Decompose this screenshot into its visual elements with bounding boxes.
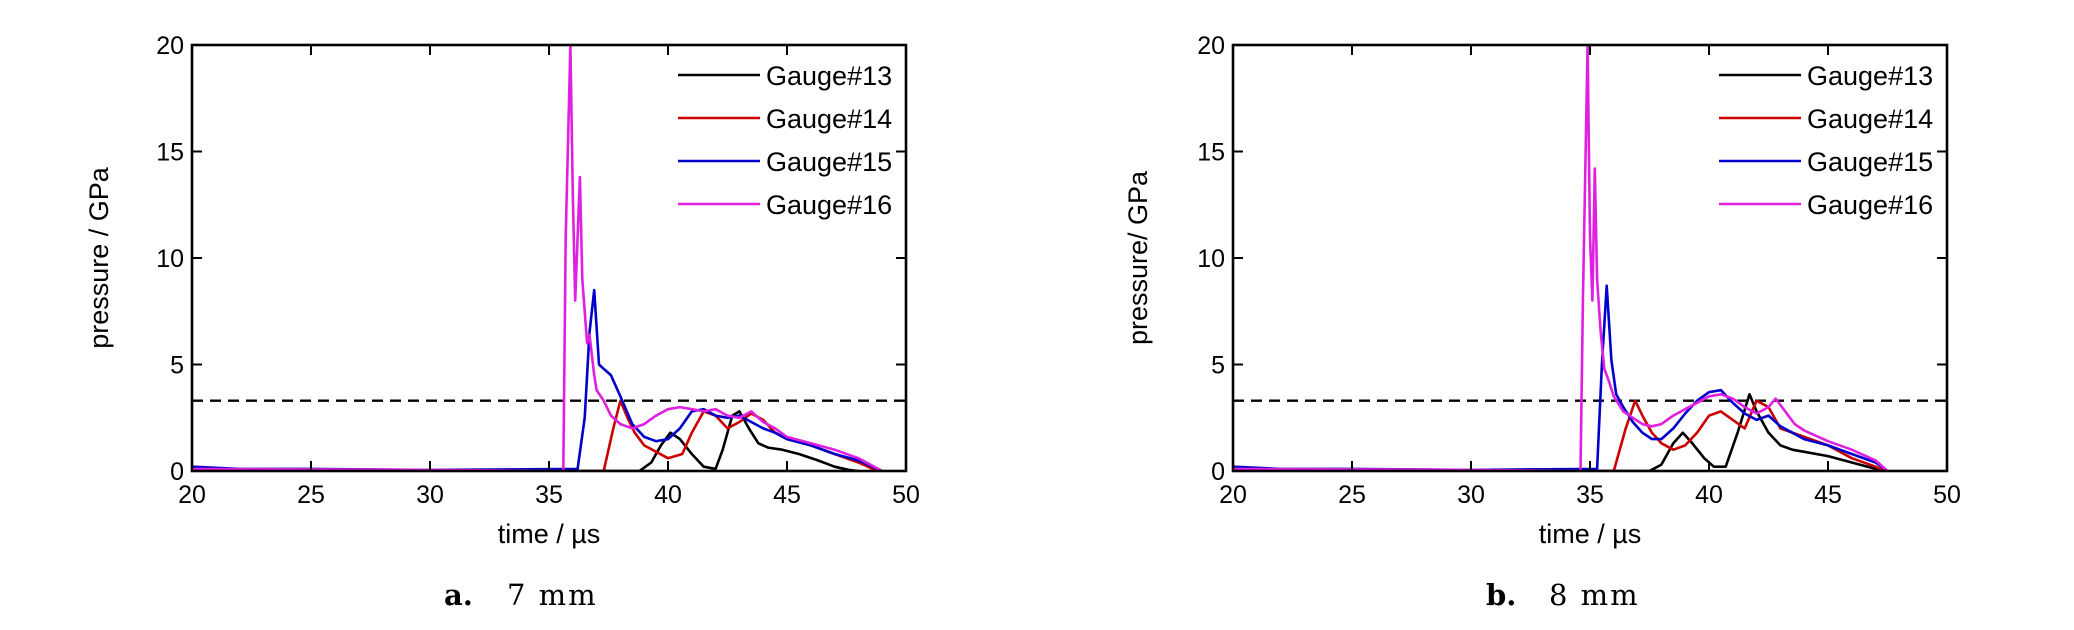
chart-b-ytick-label: 15 bbox=[1197, 139, 1225, 167]
chart-b-series-group bbox=[1233, 45, 1889, 471]
chart-b-xtick-label: 45 bbox=[1814, 481, 1842, 509]
chart-a-xtick-label: 50 bbox=[892, 481, 920, 509]
chart-a-xtick-label: 30 bbox=[416, 481, 444, 509]
chart-b-caption-text: 8 mm bbox=[1549, 578, 1640, 612]
chart-a-y-axis-label: pressure / GPa bbox=[84, 166, 114, 349]
chart-a-xtick-label: 35 bbox=[535, 481, 563, 509]
chart-a-series-line-1 bbox=[192, 410, 859, 471]
chart-b-ytick-label: 0 bbox=[1211, 458, 1225, 486]
chart-a-series-line-2 bbox=[192, 399, 878, 471]
chart-b-y-axis-label: pressure/ GPa bbox=[1123, 170, 1153, 345]
chart-a-xtick-label: 25 bbox=[297, 481, 325, 509]
chart-a-legend-label-3: Gauge#15 bbox=[766, 147, 892, 177]
chart-b-caption-letter: b. bbox=[1486, 578, 1516, 612]
chart-a-series-line-3 bbox=[192, 288, 883, 471]
chart-a-legend-label-1: Gauge#13 bbox=[766, 61, 892, 91]
chart-b-xtick-label: 50 bbox=[1933, 481, 1961, 509]
chart-b-legend-label-2: Gauge#14 bbox=[1807, 104, 1933, 134]
chart-b-ytick-label: 20 bbox=[1197, 32, 1225, 60]
chart-b-series-line-4 bbox=[1233, 45, 1889, 471]
chart-b-legend-label-3: Gauge#15 bbox=[1807, 147, 1933, 177]
chart-a-caption-text: 7 mm bbox=[507, 578, 598, 612]
chart-a-legend-label-2: Gauge#14 bbox=[766, 104, 892, 134]
chart-a-xtick-label: 40 bbox=[654, 481, 682, 509]
chart-a-x-axis-label: time / µs bbox=[498, 519, 601, 549]
chart-b-legend-label-4: Gauge#16 bbox=[1807, 190, 1933, 220]
chart-a-ytick-label: 20 bbox=[156, 32, 184, 60]
chart-b-xtick-label: 30 bbox=[1457, 481, 1485, 509]
chart-b-xtick-label: 25 bbox=[1338, 481, 1366, 509]
chart-b-series-line-2 bbox=[1233, 399, 1886, 471]
chart-b-xtick-label: 40 bbox=[1695, 481, 1723, 509]
chart-b-x-axis-label: time / µs bbox=[1539, 519, 1642, 549]
chart-b-xtick-label: 20 bbox=[1219, 481, 1247, 509]
chart-a-ytick-label: 10 bbox=[156, 245, 184, 273]
chart-a-ytick-label: 0 bbox=[170, 458, 184, 486]
chart-a-series-line-4 bbox=[192, 45, 883, 471]
chart-b-xtick-label: 35 bbox=[1576, 481, 1604, 509]
chart-b-ytick-label: 5 bbox=[1211, 352, 1225, 380]
chart-a-legend-label-4: Gauge#16 bbox=[766, 190, 892, 220]
chart-a-xtick-label: 20 bbox=[178, 481, 206, 509]
chart-a-ytick-label: 15 bbox=[156, 139, 184, 167]
chart-b-series-line-3 bbox=[1233, 284, 1889, 471]
chart-b-ytick-label: 10 bbox=[1197, 245, 1225, 273]
chart-panel-a: 20 25 30 35 40 45 50 0 5 10 15 20 time / µs pressure … bbox=[84, 32, 920, 612]
chart-panel-b: 20 25 30 35 40 45 50 0 5 10 15 20 time / µs pressure/… bbox=[1123, 32, 1961, 612]
chart-b-legend-label-1: Gauge#13 bbox=[1807, 61, 1933, 91]
chart-a-series-group bbox=[192, 45, 883, 471]
chart-a-xtick-label: 45 bbox=[773, 481, 801, 509]
chart-a-caption-letter: a. bbox=[444, 578, 473, 612]
chart-a-ytick-label: 5 bbox=[170, 352, 184, 380]
